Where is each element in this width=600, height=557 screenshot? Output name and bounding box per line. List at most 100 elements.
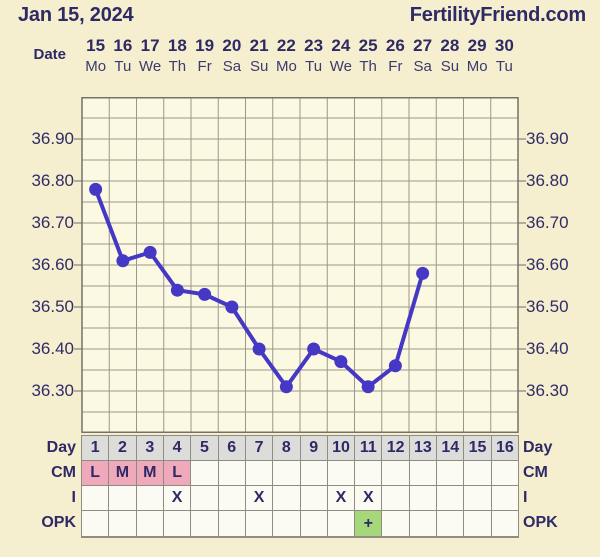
weekday-cell: Th (359, 58, 377, 75)
date-cell: 19 (195, 36, 215, 55)
i-cell: X (245, 486, 273, 510)
row-label-opk-left: OPK (41, 514, 76, 531)
row-label-opk-right: OPK (523, 514, 558, 531)
y-axis-label-left: 36.90 (31, 129, 74, 148)
i-cell (409, 486, 437, 510)
temperature-dots (89, 182, 430, 394)
cm-cell: L (82, 461, 109, 485)
date-cell: 28 (440, 36, 460, 55)
i-cell (191, 486, 218, 510)
opk-cell: + (355, 511, 382, 536)
date-cell: 27 (413, 36, 433, 55)
date-cell: 16 (113, 36, 133, 55)
y-axis-label-left: 36.30 (31, 381, 74, 400)
date-cell: 15 (86, 36, 106, 55)
cm-cell (491, 461, 518, 485)
opk-cell (437, 511, 464, 536)
temp-dot (307, 342, 321, 356)
cm-cell (409, 461, 437, 485)
i-cell (464, 486, 491, 510)
brand-wordmark: FertilityFriend.com (409, 4, 586, 26)
temp-dot (279, 380, 293, 394)
y-axis-label-right: 36.90 (526, 129, 569, 148)
temp-dot (416, 266, 430, 280)
weekday-cell: We (329, 58, 352, 75)
date-cell: 29 (467, 36, 487, 55)
y-axis-label-right: 36.70 (526, 213, 569, 232)
y-axis-label-left: 36.50 (31, 297, 74, 316)
date-cell: 22 (276, 36, 296, 55)
opk-cell (82, 511, 109, 536)
bbt-chart (74, 97, 526, 433)
y-axis-label-right: 36.50 (526, 297, 569, 316)
i-cell (437, 486, 464, 510)
row-label-day-right: Day (523, 439, 553, 456)
row-label-day-left: Day (46, 439, 76, 456)
opk-cell (409, 511, 437, 536)
i-cell (218, 486, 245, 510)
weekday-cell: Th (168, 58, 187, 75)
y-axis-label-left: 36.60 (31, 255, 74, 274)
opk-cell (327, 511, 355, 536)
weekday-cell: Mo (466, 58, 488, 75)
row-label-i-right: I (523, 489, 528, 506)
day-cell: 2 (109, 436, 136, 460)
day-cell: 12 (382, 436, 409, 460)
day-cell: 9 (300, 436, 327, 460)
temp-dot (143, 245, 157, 259)
opk-cell (382, 511, 409, 536)
date-cell: 24 (331, 36, 351, 55)
i-cell: X (163, 486, 191, 510)
cm-cell: M (136, 461, 163, 485)
i-cell (382, 486, 409, 510)
i-cell: X (327, 486, 355, 510)
cm-cell (300, 461, 327, 485)
temp-dot (388, 359, 402, 373)
cycle-data-table: 1 2 3 4 5 6 7 8 9 10 11 12 13 14 15 16 L M M L X X X X + (81, 435, 519, 538)
opk-cell (300, 511, 327, 536)
day-cell: 11 (355, 436, 382, 460)
i-cell (300, 486, 327, 510)
day-cell: 4 (163, 436, 191, 460)
opk-cell (109, 511, 136, 536)
weekday-cell: Fr (197, 58, 212, 75)
weekday-cell: Tu (305, 58, 323, 75)
weekday-cell: Tu (114, 58, 132, 75)
opk-cell (491, 511, 518, 536)
date-cell: 26 (385, 36, 405, 55)
weekday-cell: Sa (222, 58, 242, 75)
cm-cell (273, 461, 300, 485)
day-cell: 13 (409, 436, 437, 460)
weekday-cell: Su (249, 58, 269, 75)
opk-cell (218, 511, 245, 536)
day-cell: 14 (437, 436, 464, 460)
day-cell: 15 (464, 436, 491, 460)
temp-dot (170, 283, 184, 297)
chart-date-title: Jan 15, 2024 (18, 4, 134, 26)
row-label-i-left: I (71, 489, 76, 506)
temp-dot (116, 254, 130, 268)
i-cell (491, 486, 518, 510)
opk-cell (136, 511, 163, 536)
temp-dot (361, 380, 375, 394)
weekday-cell: Mo (275, 58, 297, 75)
cm-cell (327, 461, 355, 485)
i-cell (82, 486, 109, 510)
opk-cell (464, 511, 491, 536)
cm-cell (245, 461, 273, 485)
day-cell: 7 (245, 436, 273, 460)
cm-cell (355, 461, 382, 485)
weekday-cell: Sa (413, 58, 432, 75)
y-axis-label-right: 36.80 (526, 171, 569, 190)
temp-dot (89, 182, 103, 196)
date-cell: 18 (167, 36, 187, 55)
y-axis-label-right: 36.30 (526, 381, 569, 400)
cm-cell: L (163, 461, 191, 485)
y-axis-label-right: 36.40 (526, 339, 569, 358)
day-cell: 16 (491, 436, 518, 460)
temp-dot (225, 300, 239, 314)
y-axis-label-left: 36.70 (31, 213, 74, 232)
date-cell: 30 (494, 36, 514, 55)
bbt-chart-svg (74, 97, 526, 433)
